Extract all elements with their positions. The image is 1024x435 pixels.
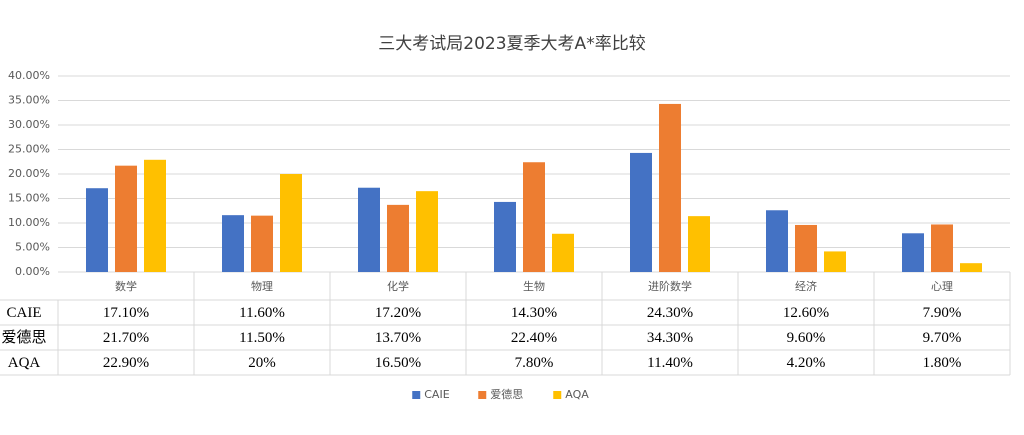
bar: [659, 103, 681, 273]
y-tick-label: 0.00%: [15, 265, 50, 278]
table-cell: 9.70%: [923, 330, 962, 346]
bar: [960, 263, 982, 272]
bar: [280, 174, 302, 272]
row-header: CAIE: [7, 305, 42, 321]
bar: [931, 224, 953, 272]
x-tick-label: 经济: [795, 279, 817, 293]
bar: [358, 187, 380, 272]
row-header: AQA: [8, 355, 41, 371]
bar: [222, 215, 244, 272]
legend-label: 爱德思: [490, 387, 523, 401]
table-cell: 22.90%: [103, 355, 149, 371]
y-tick-label: 25.00%: [8, 143, 50, 156]
legend-label: AQA: [565, 388, 589, 401]
table-cell: 22.40%: [511, 330, 557, 346]
legend-swatch: [478, 391, 487, 399]
bar: [523, 162, 545, 272]
bar: [552, 233, 574, 272]
bar: [630, 152, 652, 272]
table-cell: 4.20%: [787, 355, 826, 371]
legend-swatch: [412, 391, 421, 399]
table-cell: 13.70%: [375, 330, 421, 346]
y-tick-label: 5.00%: [15, 241, 50, 254]
x-tick-label: 数学: [115, 279, 137, 293]
legend-swatch: [553, 391, 562, 399]
chart-title: 三大考试局2023夏季大考A*率比较: [378, 34, 645, 54]
table-cell: 17.20%: [375, 305, 421, 321]
table-cell: 12.60%: [783, 305, 829, 321]
bar: [251, 215, 273, 272]
bar: [416, 191, 438, 272]
row-header: 爱德思: [1, 328, 46, 346]
table-cell: 17.10%: [103, 305, 149, 321]
x-tick-label: 化学: [387, 279, 409, 293]
bar: [795, 224, 817, 272]
bar: [115, 165, 137, 272]
table-cell: 1.80%: [923, 355, 962, 371]
x-tick-label: 生物: [523, 279, 545, 293]
table-cell: 34.30%: [647, 330, 693, 346]
bar: [387, 204, 409, 272]
table-cell: 9.60%: [787, 330, 826, 346]
bar: [144, 159, 166, 272]
y-tick-label: 15.00%: [8, 192, 50, 205]
legend-label: CAIE: [424, 388, 449, 401]
bar: [902, 233, 924, 272]
table-cell: 11.40%: [647, 355, 693, 371]
bar: [688, 216, 710, 272]
bar: [86, 188, 108, 272]
table-cell: 11.50%: [239, 330, 285, 346]
x-tick-label: 心理: [931, 280, 953, 293]
bar: [766, 210, 788, 272]
table-cell: 7.80%: [515, 355, 554, 371]
table-cell: 24.30%: [647, 305, 693, 321]
table-cell: 16.50%: [375, 355, 421, 371]
table-cell: 20%: [248, 355, 276, 371]
y-tick-label: 30.00%: [8, 118, 50, 131]
table-cell: 21.70%: [103, 330, 149, 346]
bar: [824, 251, 846, 272]
table-cell: 7.90%: [923, 305, 962, 321]
y-tick-label: 40.00%: [8, 69, 50, 82]
x-tick-label: 进阶数学: [648, 279, 692, 293]
y-tick-label: 20.00%: [8, 167, 50, 180]
y-tick-label: 35.00%: [8, 94, 50, 107]
table-cell: 14.30%: [511, 305, 557, 321]
table-cell: 11.60%: [239, 305, 285, 321]
x-tick-label: 物理: [251, 279, 273, 293]
y-tick-label: 10.00%: [8, 216, 50, 229]
bar: [494, 201, 516, 272]
